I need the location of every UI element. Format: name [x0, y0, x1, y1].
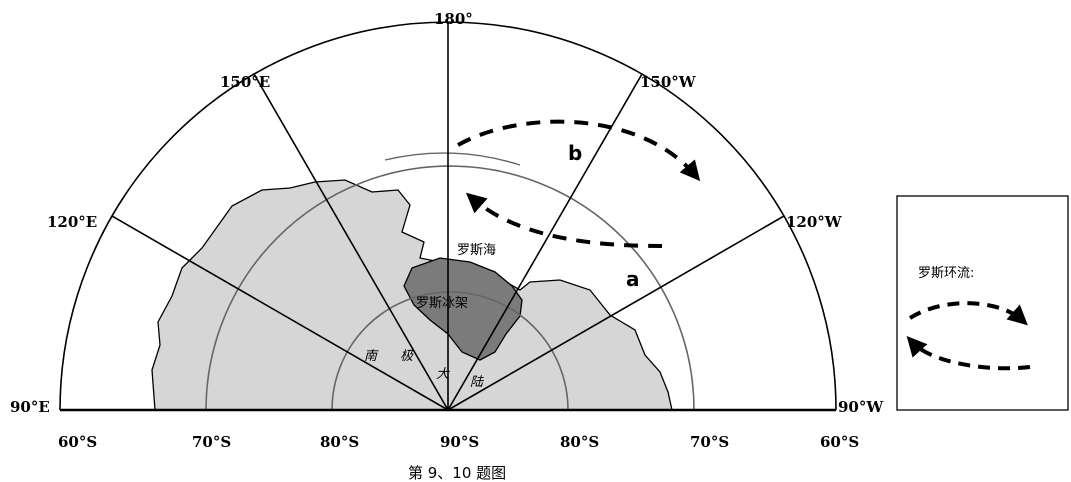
label-180: 180°: [434, 10, 473, 28]
label-90w: 90°W: [838, 398, 884, 416]
label-lat-60s-left: 60°S: [58, 433, 97, 451]
label-lat-70s-left: 70°S: [192, 433, 231, 451]
latitude-circle-70s: [205, 165, 695, 411]
label-ross-sea: 罗斯海: [457, 243, 496, 258]
label-point-b: b: [568, 141, 582, 165]
label-lat-90s: 90°S: [440, 433, 479, 451]
figure-caption: 第 9、10 题图: [408, 464, 506, 482]
label-point-a: a: [626, 267, 640, 291]
label-ross-ice-shelf: 罗斯冰架: [416, 296, 468, 311]
legend: 罗斯环流:: [896, 195, 1069, 411]
label-antarctica-char-4: 陆: [470, 375, 484, 390]
label-150e: 150°E: [220, 73, 270, 91]
label-lat-70s-right: 70°S: [690, 433, 729, 451]
label-lat-80s-left: 80°S: [320, 433, 359, 451]
latitude-circle-65s: [384, 152, 521, 166]
gyre-arrow-b: [457, 119, 701, 182]
meridian-150e: [253, 73, 449, 411]
label-120w: 120°W: [786, 213, 843, 231]
label-antarctica-char-1: 南: [364, 349, 379, 364]
label-120e: 120°E: [47, 213, 97, 231]
meridian-150w: [447, 73, 643, 411]
legend-title: 罗斯环流:: [918, 266, 974, 281]
label-lat-60s-right: 60°S: [820, 433, 859, 451]
label-150w: 150°W: [640, 73, 697, 91]
legend-arrow-top: [908, 301, 1028, 326]
label-90e: 90°E: [10, 398, 50, 416]
gyre-arrow-a: [465, 192, 663, 248]
label-lat-80s-right: 80°S: [560, 433, 599, 451]
meridian-120e: [111, 215, 449, 411]
meridian-120w: [447, 215, 785, 411]
legend-arrow-bottom: [906, 336, 1031, 371]
label-antarctica-char-2: 极: [400, 349, 414, 364]
legend-box: [896, 195, 1069, 411]
latitude-circle-80s: [331, 291, 569, 411]
label-antarctica-char-3: 大: [436, 367, 451, 382]
